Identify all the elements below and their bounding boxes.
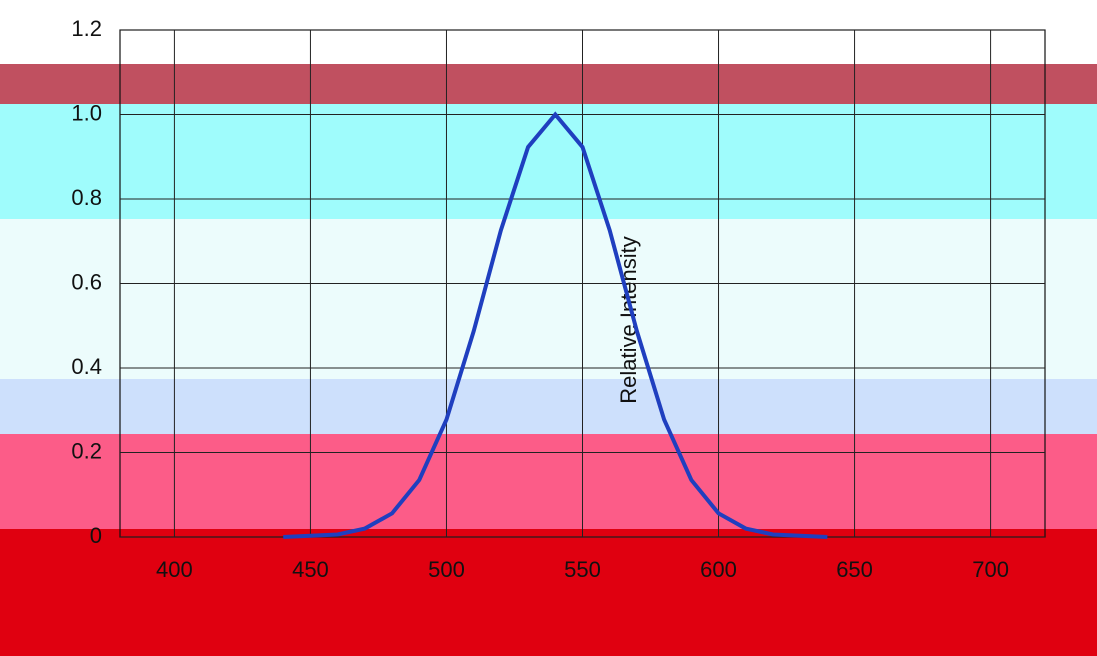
y-tick-label: 1.0	[71, 100, 102, 125]
y-tick-label: 0	[90, 523, 102, 548]
band	[0, 529, 1097, 656]
band	[0, 434, 1097, 529]
y-tick-label: 1.2	[71, 16, 102, 41]
y-tick-label: 0.8	[71, 185, 102, 210]
x-tick-label: 700	[972, 557, 1009, 582]
background-bands	[0, 64, 1097, 656]
x-tick-label: 650	[836, 557, 873, 582]
band	[0, 379, 1097, 434]
x-tick-label: 600	[700, 557, 737, 582]
x-tick-label: 400	[156, 557, 193, 582]
x-tick-label: 500	[428, 557, 465, 582]
x-tick-label: 550	[564, 557, 601, 582]
x-tick-label: 450	[292, 557, 329, 582]
y-tick-label: 0.4	[71, 354, 102, 379]
y-tick-label: 0.2	[71, 438, 102, 463]
y-tick-label: 0.6	[71, 269, 102, 294]
series-line	[283, 111, 828, 539]
band	[0, 219, 1097, 379]
